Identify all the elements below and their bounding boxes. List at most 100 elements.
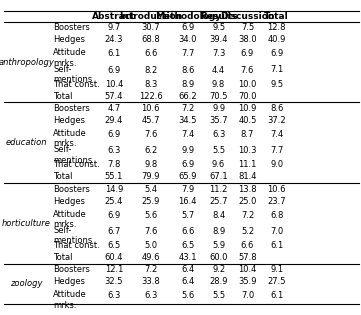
Text: 6.9: 6.9 — [270, 49, 283, 58]
Text: 29.4: 29.4 — [105, 116, 123, 125]
Text: 9.6: 9.6 — [212, 160, 225, 169]
Text: 10.0: 10.0 — [238, 80, 257, 89]
Text: 8.9: 8.9 — [181, 80, 194, 89]
Text: 6.9: 6.9 — [181, 160, 194, 169]
Text: 13.8: 13.8 — [238, 185, 257, 193]
Text: 7.0: 7.0 — [270, 227, 283, 236]
Text: 70.0: 70.0 — [238, 92, 257, 101]
Text: 6.5: 6.5 — [181, 241, 194, 250]
Text: That const.: That const. — [53, 160, 100, 169]
Text: 11.1: 11.1 — [238, 160, 257, 169]
Text: Boosters: Boosters — [53, 185, 90, 193]
Text: 7.8: 7.8 — [107, 160, 121, 169]
Text: Discussion: Discussion — [220, 12, 275, 21]
Text: 6.3: 6.3 — [144, 291, 157, 301]
Text: Total: Total — [53, 173, 73, 181]
Text: 68.8: 68.8 — [142, 35, 160, 44]
Text: 40.5: 40.5 — [238, 116, 257, 125]
Text: 25.9: 25.9 — [142, 197, 160, 206]
Text: 40.9: 40.9 — [268, 35, 286, 44]
Text: Total: Total — [53, 253, 73, 262]
Text: 9.1: 9.1 — [270, 265, 283, 274]
Text: 6.6: 6.6 — [181, 227, 195, 236]
Text: 10.4: 10.4 — [105, 80, 123, 89]
Text: 30.7: 30.7 — [142, 23, 160, 32]
Text: Self-
mentions: Self- mentions — [53, 145, 93, 165]
Text: 7.9: 7.9 — [181, 185, 194, 193]
Text: 9.9: 9.9 — [181, 146, 194, 155]
Text: 9.5: 9.5 — [212, 23, 225, 32]
Text: 9.7: 9.7 — [107, 23, 121, 32]
Text: 35.7: 35.7 — [209, 116, 228, 125]
Text: 8.2: 8.2 — [144, 66, 157, 75]
Text: 5.0: 5.0 — [144, 241, 157, 250]
Text: 8.6: 8.6 — [270, 104, 283, 113]
Text: 16.4: 16.4 — [178, 197, 197, 206]
Text: 37.2: 37.2 — [268, 116, 286, 125]
Text: 7.2: 7.2 — [144, 265, 157, 274]
Text: 5.5: 5.5 — [212, 146, 225, 155]
Text: Boosters: Boosters — [53, 265, 90, 274]
Text: 5.2: 5.2 — [241, 227, 254, 236]
Text: horticulture: horticulture — [2, 219, 51, 228]
Text: 6.9: 6.9 — [241, 49, 254, 59]
Text: 10.6: 10.6 — [142, 104, 160, 113]
Text: Total: Total — [264, 12, 289, 21]
Text: 38.0: 38.0 — [238, 35, 257, 44]
Text: 6.9: 6.9 — [107, 211, 121, 220]
Text: 10.4: 10.4 — [238, 265, 257, 274]
Text: 6.9: 6.9 — [107, 130, 121, 139]
Text: Results: Results — [200, 12, 238, 21]
Text: 7.2: 7.2 — [181, 104, 194, 113]
Text: 9.5: 9.5 — [270, 80, 283, 89]
Text: That const.: That const. — [53, 80, 100, 89]
Text: 6.4: 6.4 — [181, 265, 194, 274]
Text: 11.2: 11.2 — [209, 185, 228, 193]
Text: Introduction: Introduction — [119, 12, 182, 21]
Text: 45.7: 45.7 — [142, 116, 160, 125]
Text: 4.7: 4.7 — [107, 104, 121, 113]
Text: 6.1: 6.1 — [270, 291, 283, 300]
Text: Boosters: Boosters — [53, 23, 90, 32]
Text: 6.1: 6.1 — [107, 49, 121, 59]
Text: 81.4: 81.4 — [238, 173, 257, 181]
Text: 43.1: 43.1 — [178, 253, 197, 262]
Text: 7.5: 7.5 — [241, 23, 254, 32]
Text: 14.9: 14.9 — [105, 185, 123, 193]
Text: 6.2: 6.2 — [144, 146, 157, 155]
Text: 5.6: 5.6 — [144, 211, 157, 220]
Text: 7.3: 7.3 — [212, 49, 225, 59]
Text: 7.6: 7.6 — [241, 66, 254, 75]
Text: Attitude
mrks.: Attitude mrks. — [53, 290, 87, 310]
Text: Total: Total — [53, 92, 73, 101]
Text: Self-
mentions: Self- mentions — [53, 65, 93, 84]
Text: 9.0: 9.0 — [270, 160, 283, 169]
Text: 34.0: 34.0 — [178, 35, 197, 44]
Text: 7.1: 7.1 — [270, 66, 283, 74]
Text: 6.3: 6.3 — [107, 291, 121, 301]
Text: 32.5: 32.5 — [105, 277, 123, 286]
Text: 7.2: 7.2 — [241, 211, 254, 220]
Text: That const.: That const. — [53, 241, 100, 250]
Text: Methodology: Methodology — [155, 12, 221, 21]
Text: 6.3: 6.3 — [212, 130, 225, 139]
Text: Abstract: Abstract — [92, 12, 136, 21]
Text: 8.9: 8.9 — [212, 227, 225, 236]
Text: 60.4: 60.4 — [105, 253, 123, 262]
Text: 6.5: 6.5 — [107, 241, 121, 250]
Text: anthropology: anthropology — [0, 58, 54, 66]
Text: Hedges: Hedges — [53, 197, 86, 206]
Text: 5.6: 5.6 — [181, 291, 194, 301]
Text: 6.9: 6.9 — [107, 66, 121, 75]
Text: 25.0: 25.0 — [238, 197, 257, 206]
Text: 5.5: 5.5 — [212, 291, 225, 301]
Text: 39.4: 39.4 — [209, 35, 228, 44]
Text: 9.8: 9.8 — [144, 160, 157, 169]
Text: education: education — [5, 138, 47, 147]
Text: Attitude
mrks.: Attitude mrks. — [53, 210, 87, 229]
Text: 8.4: 8.4 — [212, 211, 225, 220]
Text: 7.0: 7.0 — [241, 291, 254, 301]
Text: 8.7: 8.7 — [241, 130, 254, 139]
Text: 55.1: 55.1 — [105, 173, 123, 181]
Text: 8.6: 8.6 — [181, 66, 195, 75]
